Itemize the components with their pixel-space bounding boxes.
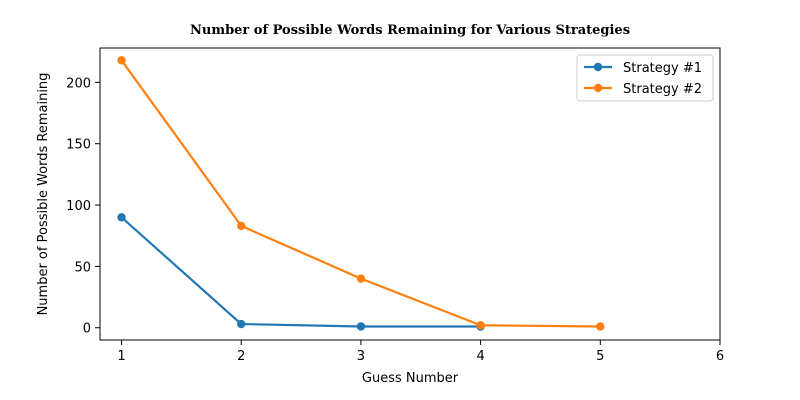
series-1-point: [237, 319, 246, 329]
series-1-point: [117, 213, 126, 222]
chart-title: Number of Possible Words Remaining for V…: [190, 23, 630, 38]
series-2-point: [356, 274, 366, 283]
x-tick-label: 4: [476, 349, 484, 364]
series-2-point: [596, 322, 605, 331]
x-axis-label: Guess Number: [362, 371, 459, 386]
y-tick-label: 150: [66, 138, 91, 153]
x-tick-label: 3: [357, 349, 365, 364]
series-2-point: [237, 221, 246, 231]
series-1-point: [356, 322, 366, 331]
legend-label-1: Strategy #1: [623, 61, 702, 76]
legend-marker-1: [593, 62, 603, 72]
series-layer: [117, 56, 605, 331]
y-tick-label: 100: [66, 199, 91, 214]
x-axis: 1 2 3 4 5 6: [117, 340, 724, 364]
x-tick-label: 5: [596, 349, 604, 364]
y-axis: 0 50 100 150 200: [66, 76, 100, 337]
x-tick-label: 2: [237, 349, 245, 364]
y-axis-label: Number of Possible Words Remaining: [36, 73, 51, 316]
x-tick-label: 1: [117, 349, 125, 364]
y-tick-label: 0: [83, 322, 91, 337]
y-tick-label: 50: [74, 260, 91, 275]
y-tick-label: 200: [66, 76, 91, 91]
series-2-point: [476, 321, 485, 330]
series-line-2: [120, 59, 601, 328]
series-line-1: [120, 216, 481, 328]
x-tick-label: 6: [716, 349, 724, 364]
plot-area: [99, 47, 721, 341]
legend-label-2: Strategy #2: [623, 82, 702, 97]
series-2-point: [117, 56, 126, 65]
legend-marker-2: [593, 83, 603, 93]
plot-frame: [99, 47, 721, 341]
legend: Strategy #1 Strategy #2: [576, 54, 714, 102]
